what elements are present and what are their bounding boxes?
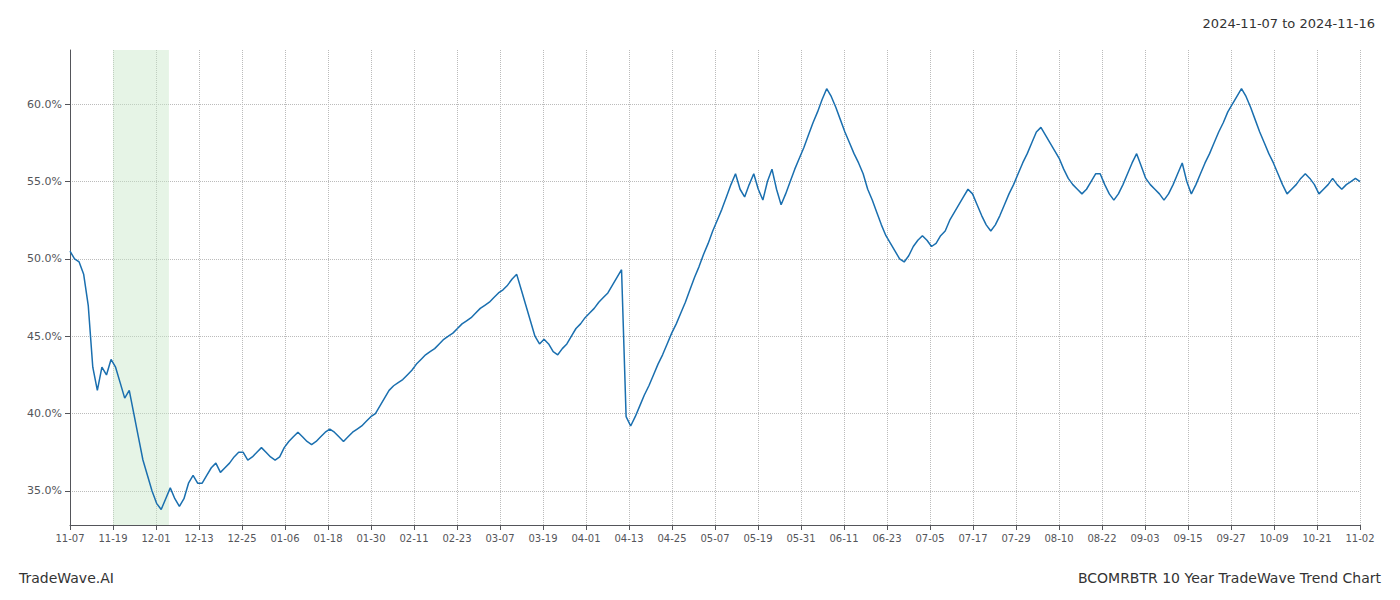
svg-text:40.0%: 40.0% <box>27 407 62 420</box>
svg-text:12-01: 12-01 <box>141 533 170 544</box>
svg-text:01-30: 01-30 <box>356 533 385 544</box>
svg-text:07-17: 07-17 <box>958 533 987 544</box>
svg-text:12-25: 12-25 <box>227 533 256 544</box>
svg-text:07-29: 07-29 <box>1001 533 1030 544</box>
svg-text:04-13: 04-13 <box>614 533 643 544</box>
svg-text:06-11: 06-11 <box>829 533 858 544</box>
svg-text:05-19: 05-19 <box>743 533 772 544</box>
svg-text:BCOMRBTR 10 Year TradeWave Tre: BCOMRBTR 10 Year TradeWave Trend Chart <box>1078 570 1382 586</box>
svg-text:08-22: 08-22 <box>1087 533 1116 544</box>
svg-text:06-23: 06-23 <box>872 533 901 544</box>
svg-text:09-03: 09-03 <box>1130 533 1159 544</box>
svg-text:11-07: 11-07 <box>55 533 84 544</box>
svg-text:04-01: 04-01 <box>571 533 600 544</box>
svg-text:09-27: 09-27 <box>1216 533 1245 544</box>
svg-text:10-09: 10-09 <box>1259 533 1288 544</box>
svg-text:02-11: 02-11 <box>399 533 428 544</box>
svg-text:55.0%: 55.0% <box>27 175 62 188</box>
svg-text:2024-11-07 to 2024-11-16: 2024-11-07 to 2024-11-16 <box>1203 16 1375 31</box>
svg-text:08-10: 08-10 <box>1044 533 1073 544</box>
svg-text:35.0%: 35.0% <box>27 484 62 497</box>
svg-text:09-15: 09-15 <box>1173 533 1202 544</box>
svg-text:03-19: 03-19 <box>528 533 557 544</box>
svg-text:02-23: 02-23 <box>442 533 471 544</box>
svg-text:11-02: 11-02 <box>1345 533 1374 544</box>
svg-text:50.0%: 50.0% <box>27 252 62 265</box>
svg-text:45.0%: 45.0% <box>27 330 62 343</box>
svg-text:05-31: 05-31 <box>786 533 815 544</box>
svg-text:11-19: 11-19 <box>98 533 127 544</box>
svg-text:TradeWave.AI: TradeWave.AI <box>18 570 114 586</box>
svg-text:01-06: 01-06 <box>270 533 299 544</box>
svg-text:03-07: 03-07 <box>485 533 514 544</box>
svg-text:05-07: 05-07 <box>700 533 729 544</box>
svg-text:10-21: 10-21 <box>1302 533 1331 544</box>
svg-text:01-18: 01-18 <box>313 533 342 544</box>
svg-text:07-05: 07-05 <box>915 533 944 544</box>
svg-text:04-25: 04-25 <box>657 533 686 544</box>
svg-text:12-13: 12-13 <box>184 533 213 544</box>
svg-text:60.0%: 60.0% <box>27 98 62 111</box>
